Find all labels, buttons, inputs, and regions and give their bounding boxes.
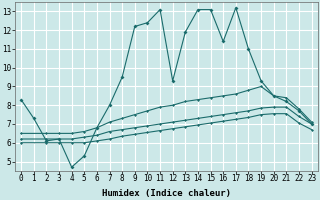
- X-axis label: Humidex (Indice chaleur): Humidex (Indice chaleur): [102, 189, 231, 198]
